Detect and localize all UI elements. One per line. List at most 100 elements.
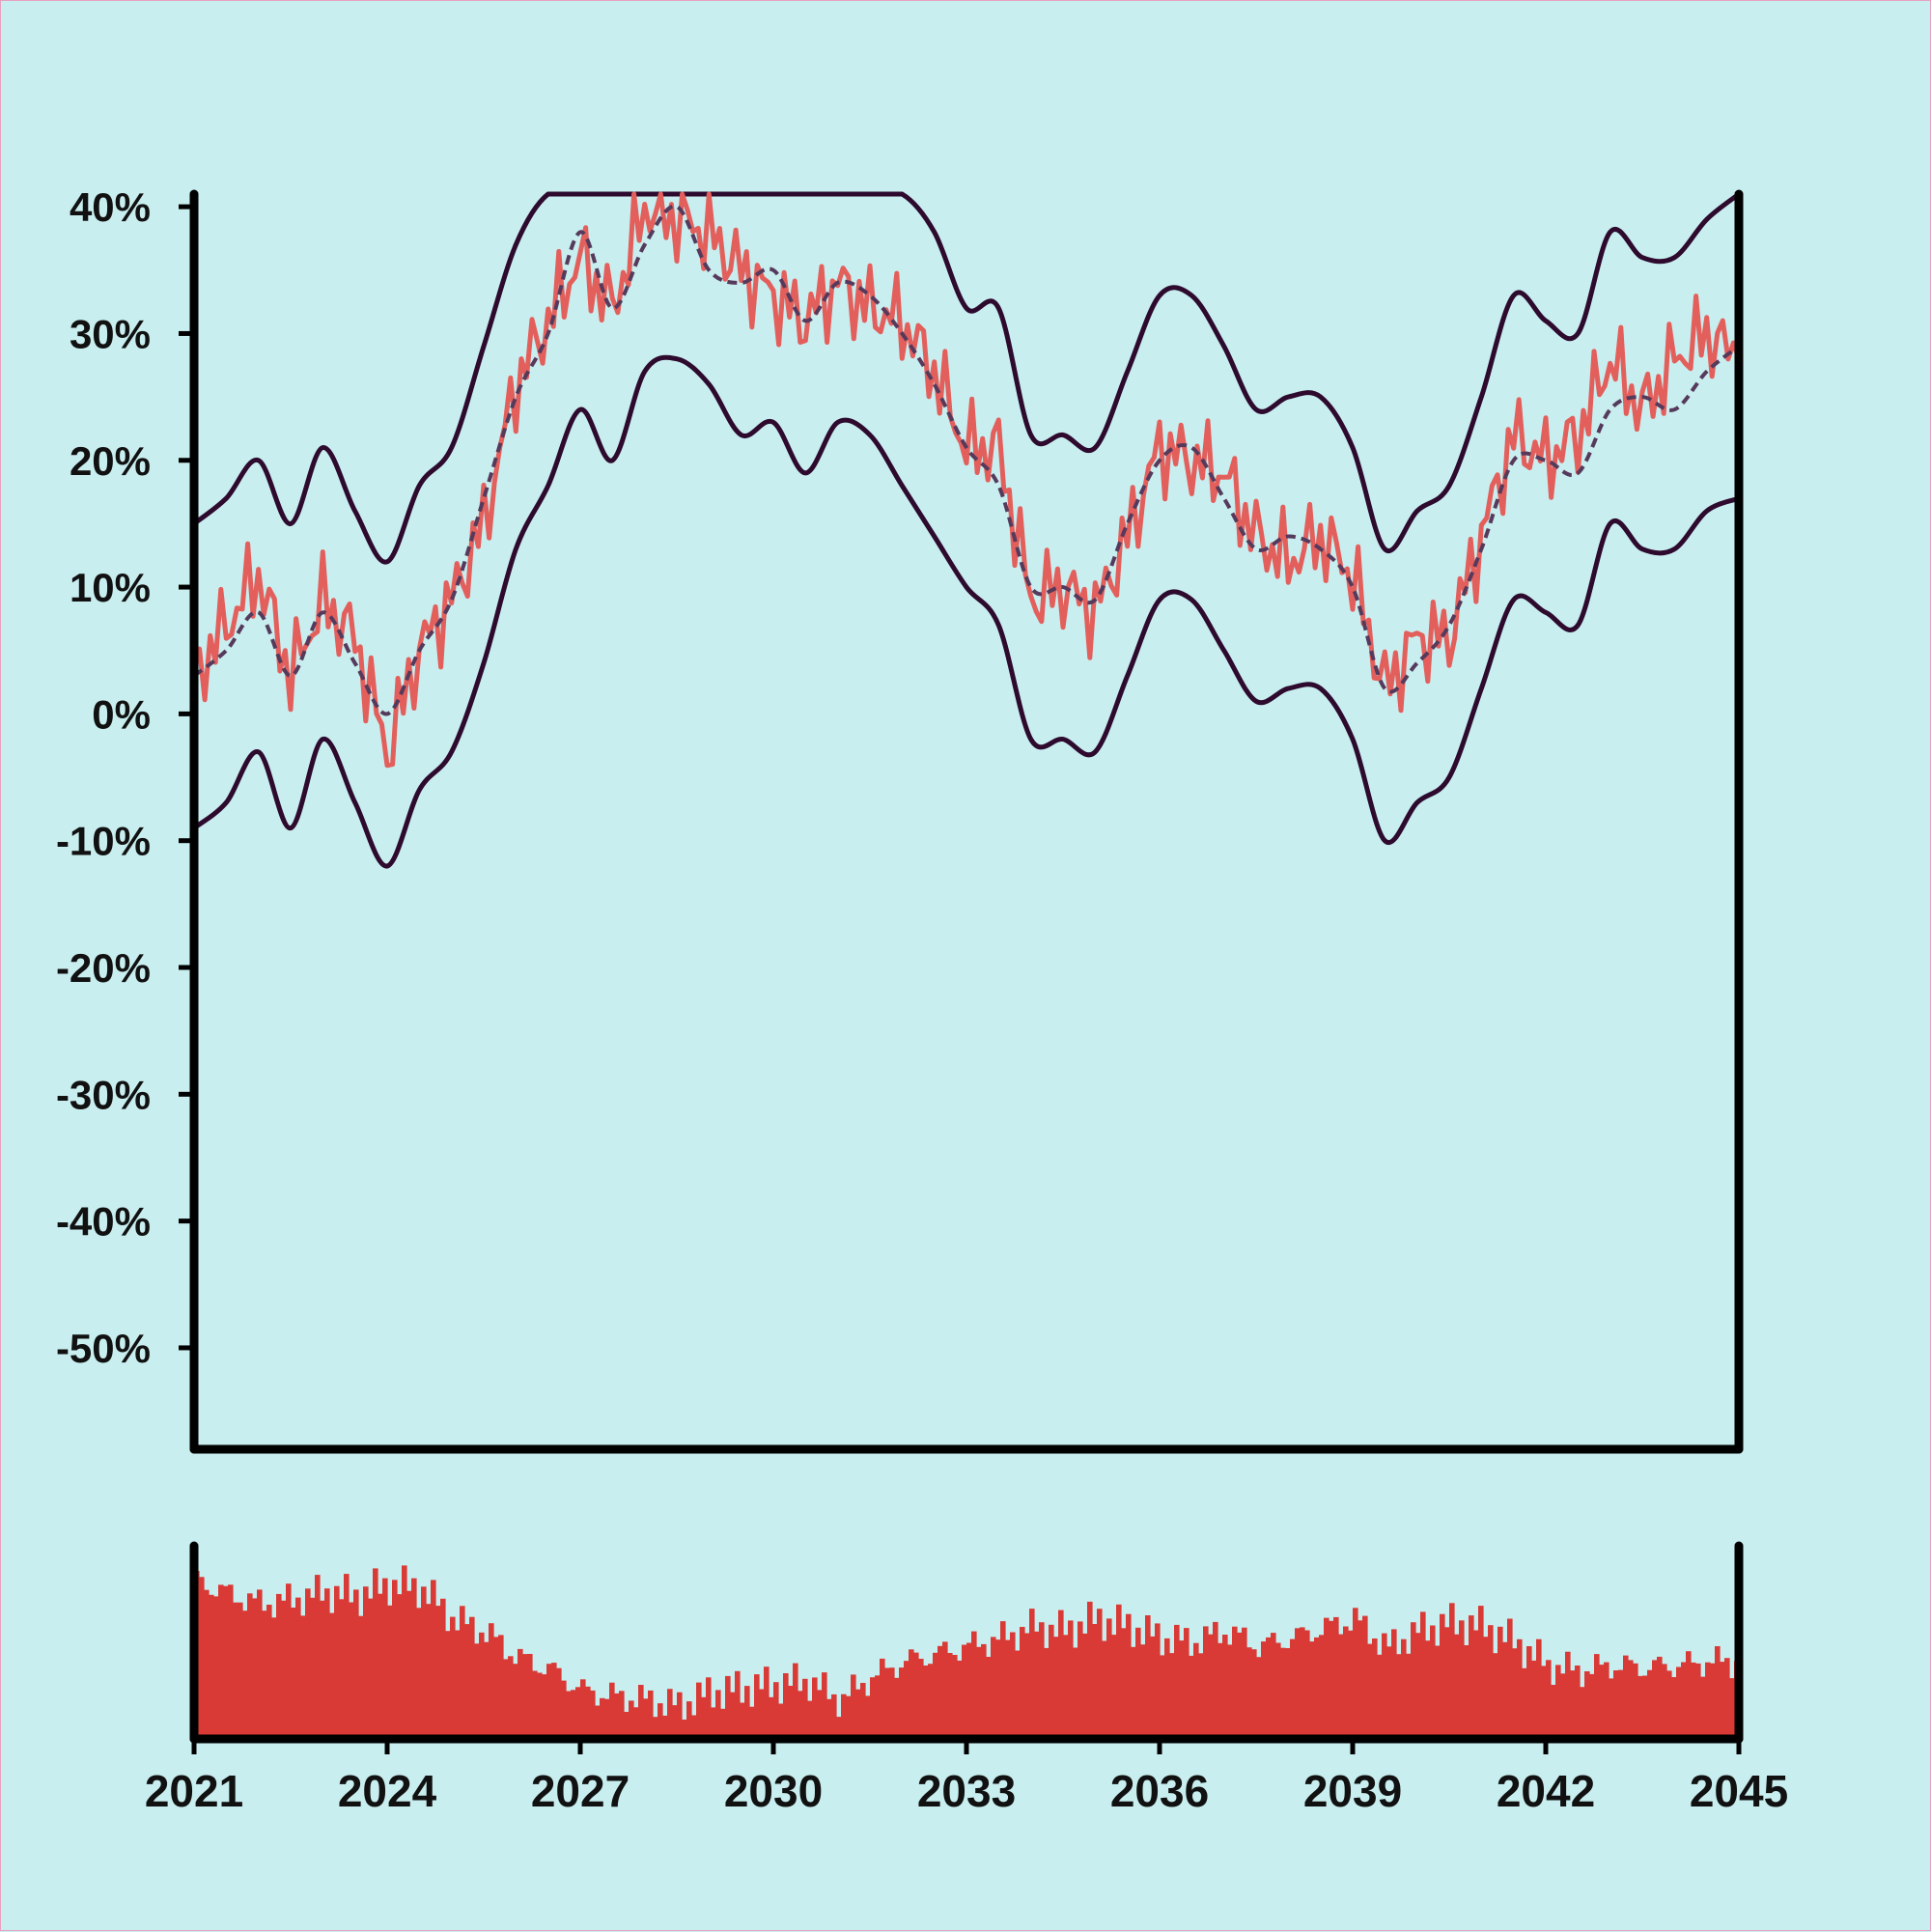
volume-bar	[1314, 1637, 1320, 1739]
volume-bar	[585, 1686, 591, 1739]
volume-bar	[991, 1637, 996, 1739]
volume-bar	[812, 1677, 818, 1739]
volume-bar	[595, 1705, 601, 1739]
volume-bar	[1589, 1673, 1595, 1739]
volume-bar	[928, 1664, 934, 1739]
volume-bar	[286, 1583, 292, 1739]
volume-bar	[1140, 1644, 1146, 1739]
volume-bar	[1044, 1647, 1049, 1739]
volume-bar	[295, 1597, 301, 1739]
volume-bar	[358, 1615, 364, 1739]
volume-bar	[1662, 1664, 1667, 1739]
volume-bar	[1435, 1645, 1441, 1739]
volume-bar	[503, 1659, 509, 1739]
volume-bar	[262, 1610, 267, 1739]
volume-bar	[909, 1649, 914, 1739]
volume-bar	[865, 1695, 871, 1739]
volume-bar	[802, 1678, 808, 1739]
volume-bar	[247, 1593, 253, 1739]
volume-bar	[1551, 1685, 1556, 1739]
volume-bar	[855, 1689, 861, 1739]
volume-bar	[527, 1654, 533, 1739]
upper-band-line	[192, 191, 1741, 565]
volume-bar	[1705, 1662, 1711, 1739]
volume-bar	[981, 1643, 987, 1739]
volume-bar	[822, 1672, 827, 1739]
volume-bar	[310, 1597, 316, 1739]
volume-bar	[546, 1664, 552, 1739]
volume-bar	[1304, 1630, 1310, 1739]
volume-bar	[725, 1675, 731, 1739]
middle-band-line	[192, 204, 1741, 716]
volume-bar	[1700, 1676, 1706, 1739]
volume-bar	[1377, 1654, 1383, 1739]
volume-bar	[913, 1652, 919, 1739]
volume-bar	[1430, 1625, 1436, 1739]
volume-bar	[397, 1594, 403, 1739]
volume-bar	[1160, 1655, 1165, 1739]
volume-bar	[966, 1642, 972, 1739]
x-tick-label: 2021	[145, 1766, 243, 1816]
volume-bar	[469, 1616, 475, 1739]
volume-bar	[493, 1637, 499, 1739]
volume-bar	[614, 1693, 620, 1739]
volume-bar	[1010, 1632, 1016, 1739]
volume-bar	[1507, 1618, 1513, 1739]
y-tick-label: -40%	[56, 1199, 151, 1245]
volume-bar	[1179, 1640, 1185, 1739]
volume-bar	[667, 1689, 673, 1739]
volume-bar	[740, 1702, 745, 1739]
volume-bar	[435, 1606, 441, 1739]
volume-bar	[1469, 1615, 1474, 1739]
volume-bar	[706, 1677, 712, 1739]
volume-bar	[711, 1707, 716, 1739]
volume-bar	[1227, 1644, 1233, 1739]
volume-bar	[735, 1670, 741, 1739]
volume-bar	[445, 1631, 451, 1739]
volume-bar	[406, 1590, 412, 1739]
volume-bar	[271, 1617, 277, 1739]
volume-bar	[440, 1598, 446, 1739]
volume-bar	[1261, 1641, 1267, 1739]
volume-bar	[1280, 1647, 1286, 1739]
volume-bar	[455, 1630, 461, 1739]
volume-bar	[764, 1666, 770, 1739]
volume-bar	[798, 1691, 803, 1739]
volume-bar	[1174, 1624, 1180, 1739]
volume-bar	[1275, 1642, 1281, 1739]
volume-bar	[387, 1605, 393, 1739]
volume-bar	[1386, 1646, 1392, 1739]
y-tick-label: 40%	[70, 184, 151, 230]
volume-bar	[1164, 1638, 1170, 1739]
volume-bar	[368, 1598, 374, 1739]
volume-bar	[744, 1686, 750, 1739]
volume-bar	[300, 1615, 306, 1739]
x-tick-label: 2036	[1110, 1766, 1209, 1816]
volume-bar	[1343, 1626, 1349, 1739]
volume-bar	[1546, 1660, 1552, 1739]
volume-bar	[416, 1608, 422, 1739]
volume-bar	[1555, 1665, 1561, 1739]
volume-bar	[484, 1641, 490, 1739]
volume-bar	[561, 1680, 567, 1739]
volume-bar	[662, 1715, 668, 1739]
volume-bar	[1256, 1657, 1262, 1739]
volume-bar	[320, 1600, 325, 1739]
volume-bar	[884, 1667, 890, 1739]
volume-bar	[1473, 1630, 1479, 1739]
volume-bar	[479, 1632, 485, 1739]
volume-bar	[218, 1584, 224, 1739]
volume-bar	[1666, 1670, 1672, 1739]
volume-bar	[904, 1661, 910, 1739]
volume-bar	[1425, 1640, 1431, 1739]
volume-bar	[1348, 1630, 1354, 1739]
volume-bar	[1217, 1642, 1223, 1739]
volume-bar	[1087, 1601, 1093, 1739]
volume-bar	[1213, 1621, 1218, 1739]
volume-bar	[1251, 1649, 1257, 1739]
volume-bar	[1058, 1610, 1064, 1739]
volume-bar	[349, 1602, 354, 1739]
volume-bar	[1444, 1627, 1450, 1739]
volume-bar	[382, 1578, 388, 1739]
